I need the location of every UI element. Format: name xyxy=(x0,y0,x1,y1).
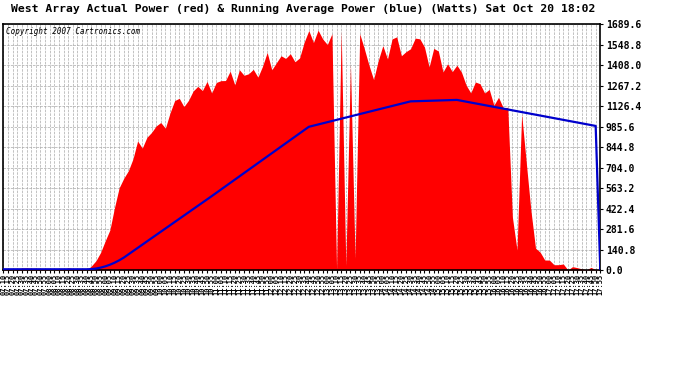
Text: Copyright 2007 Cartronics.com: Copyright 2007 Cartronics.com xyxy=(6,27,141,36)
Text: West Array Actual Power (red) & Running Average Power (blue) (Watts) Sat Oct 20 : West Array Actual Power (red) & Running … xyxy=(12,4,595,14)
